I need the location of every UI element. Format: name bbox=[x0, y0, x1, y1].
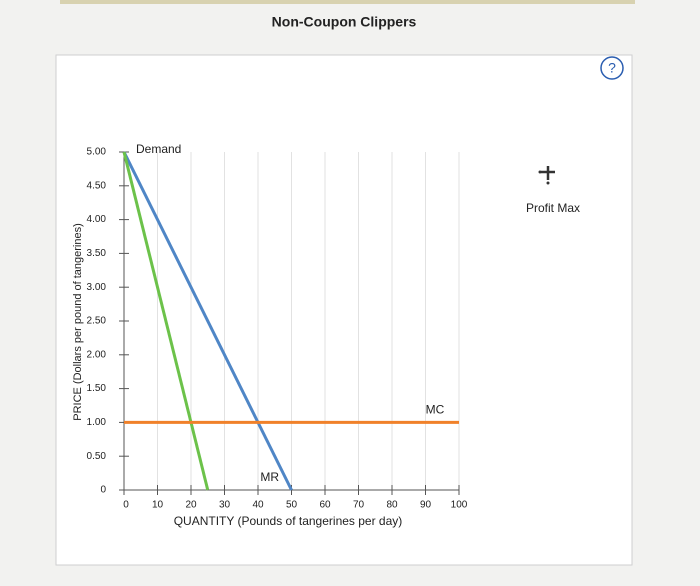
x-tick-label: 70 bbox=[353, 500, 365, 511]
x-tick-label: 20 bbox=[185, 500, 197, 511]
legend: Profit Max bbox=[526, 166, 580, 215]
help-button[interactable] bbox=[600, 56, 624, 80]
series-label: MR bbox=[260, 470, 279, 484]
series-line bbox=[122, 151, 210, 491]
y-tick-label: 0 bbox=[100, 485, 106, 496]
y-axis-label: PRICE (Dollars per pound of tangerines) bbox=[72, 223, 84, 420]
y-tick-label: 4.50 bbox=[87, 180, 107, 191]
panel bbox=[55, 54, 633, 566]
x-tick-label: 80 bbox=[386, 500, 398, 511]
x-tick-label: 90 bbox=[420, 500, 432, 511]
y-tick-label: 0.50 bbox=[87, 451, 107, 462]
y-tick-label: 1.50 bbox=[87, 383, 107, 394]
series-label: Demand bbox=[136, 142, 181, 156]
x-tick-label: 0 bbox=[123, 500, 129, 511]
x-tick-label: 40 bbox=[252, 500, 264, 511]
legend-label: Profit Max bbox=[526, 201, 580, 215]
legend-marker-dot bbox=[538, 170, 542, 174]
y-tick-label: 3.50 bbox=[87, 248, 107, 259]
top-bar bbox=[60, 0, 635, 4]
series-line bbox=[122, 151, 293, 491]
series-label: MC bbox=[426, 403, 445, 417]
x-tick-label: 30 bbox=[219, 500, 231, 511]
legend-marker bbox=[541, 166, 555, 180]
y-tick-label: 5.00 bbox=[87, 147, 107, 158]
legend-marker-dot bbox=[546, 181, 550, 185]
y-tick-label: 2.50 bbox=[87, 316, 107, 327]
chart-title: Non-Coupon Clippers bbox=[272, 14, 417, 30]
y-tick-label: 4.00 bbox=[87, 214, 107, 225]
x-axis-label: QUANTITY (Pounds of tangerines per day) bbox=[174, 514, 403, 528]
help-label[interactable]: ? bbox=[608, 60, 616, 76]
x-tick-label: 50 bbox=[286, 500, 298, 511]
x-tick-label: 10 bbox=[152, 500, 164, 511]
y-tick-label: 1.00 bbox=[87, 417, 107, 428]
x-tick-label: 100 bbox=[451, 500, 468, 511]
y-tick-label: 3.00 bbox=[87, 282, 107, 293]
y-tick-label: 2.00 bbox=[87, 349, 107, 360]
x-tick-label: 60 bbox=[319, 500, 331, 511]
